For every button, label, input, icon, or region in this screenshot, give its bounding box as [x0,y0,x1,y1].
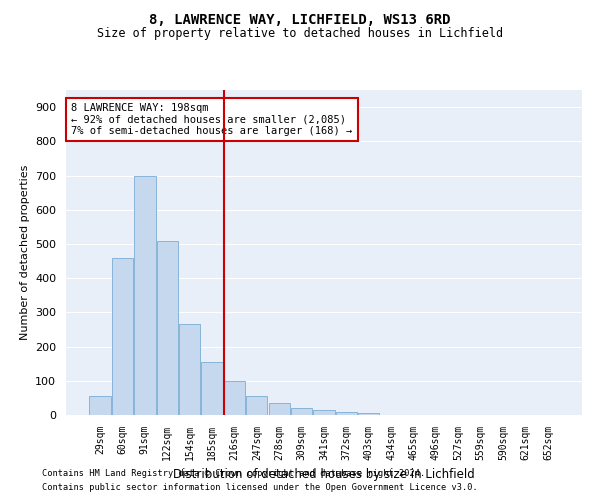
Text: 8, LAWRENCE WAY, LICHFIELD, WS13 6RD: 8, LAWRENCE WAY, LICHFIELD, WS13 6RD [149,12,451,26]
X-axis label: Distribution of detached houses by size in Lichfield: Distribution of detached houses by size … [173,468,475,481]
Bar [112,258,133,415]
Bar [358,414,379,415]
Y-axis label: Number of detached properties: Number of detached properties [20,165,29,340]
Bar [313,410,335,415]
Bar [202,362,223,415]
Bar [291,408,312,415]
Text: Contains HM Land Registry data © Crown copyright and database right 2024.: Contains HM Land Registry data © Crown c… [42,468,425,477]
Bar [134,176,155,415]
Bar [269,403,290,415]
Bar [157,240,178,415]
Bar [89,396,111,415]
Bar [179,324,200,415]
Text: 8 LAWRENCE WAY: 198sqm
← 92% of detached houses are smaller (2,085)
7% of semi-d: 8 LAWRENCE WAY: 198sqm ← 92% of detached… [71,103,352,136]
Bar [246,396,268,415]
Text: Size of property relative to detached houses in Lichfield: Size of property relative to detached ho… [97,28,503,40]
Bar [224,381,245,415]
Bar [336,412,357,415]
Text: Contains public sector information licensed under the Open Government Licence v3: Contains public sector information licen… [42,484,478,492]
